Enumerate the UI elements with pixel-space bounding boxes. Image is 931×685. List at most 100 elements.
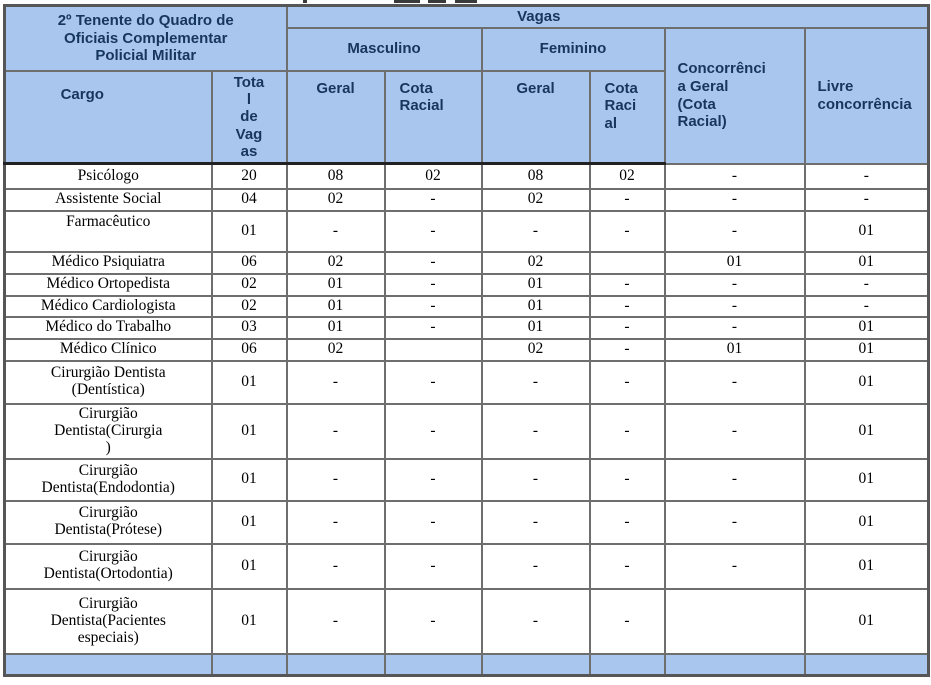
vacancies-table-container: 2º Tenente do Quadro de Oficiais Complem… <box>3 4 931 678</box>
masc-cota-racial-cell: - <box>383 402 483 460</box>
concorrencia-geral-cota-racial-cell: - <box>663 187 806 212</box>
table-row: Farmacêutico 01- - - - -01 <box>3 209 930 253</box>
concorrencia-geral-cota-racial-cell: - <box>663 209 806 253</box>
fem-cota-racial-cell: - <box>588 315 666 340</box>
livre-concorrencia-cell: 01 <box>803 542 930 590</box>
concorrencia-geral-cota-racial-cell: 01 <box>663 250 806 275</box>
table-row: Cirurgião Dentista(Pacientes especiais) 0… <box>3 587 930 655</box>
table-row: Psicólogo 20 08 02 08 02- - <box>3 162 930 190</box>
cargo-cell: Médico Clínico <box>3 337 213 362</box>
concorrencia-geral-cota-racial-cell: - <box>663 162 806 190</box>
livre-concorrencia-cell: 01 <box>803 209 930 253</box>
masc-cota-racial-cell: - <box>383 457 483 502</box>
fem-cota-racial-cell: - <box>588 587 666 655</box>
cargo-cell: Cirurgião Dentista(Prótese) <box>3 499 213 545</box>
cargo-cell: Cirurgião Dentista(Endodontia) <box>3 457 213 502</box>
footer-cell <box>210 652 288 677</box>
footer-cell <box>588 652 666 677</box>
livre-concorrencia-cell: 01 <box>803 499 930 545</box>
masc-geral-cell: 01 <box>285 294 386 318</box>
cargo-cell: Médico Cardiologista <box>3 294 213 318</box>
cargo-cell: Médico do Trabalho <box>3 315 213 340</box>
total-de-vagas-cell: 03 <box>210 315 288 340</box>
concorrencia-geral-header-cell: Concorrênci a Geral (Cota Racial) <box>663 26 806 165</box>
livre-concorrencia-cell: 01 <box>803 337 930 362</box>
fem-cota-racial-cell: - <box>588 457 666 502</box>
concorrencia-geral-cota-racial-cell: - <box>663 499 806 545</box>
total-de-vagas-cell: 02 <box>210 272 288 297</box>
concorrencia-geral-cota-racial-cell: - <box>663 457 806 502</box>
masc-geral-cell: - <box>285 542 386 590</box>
masc-cota-racial-cell: - <box>383 542 483 590</box>
fem-geral-cell: - <box>480 359 591 405</box>
cargo-cell: Farmacêutico <box>3 209 213 253</box>
footer-cell <box>383 652 483 677</box>
cargo-cell: Assistente Social <box>3 187 213 212</box>
cargo-cell: Médico Psiquiatra <box>3 250 213 275</box>
livre-concorrencia-cell: 01 <box>803 587 930 655</box>
fem-geral-cell: - <box>480 457 591 502</box>
masc-geral-header-cell: Geral <box>285 69 386 166</box>
fem-geral-cell: 02 <box>480 337 591 362</box>
concorrencia-geral-cota-racial-cell: - <box>663 542 806 590</box>
livre-concorrencia-cell: - <box>803 272 930 297</box>
masc-cota-racial-header-cell: Cota Racial <box>383 69 483 166</box>
vacancies-table: 2º Tenente do Quadro de Oficiais Complem… <box>3 4 931 678</box>
table-row: Assistente Social 04 02-02- - - <box>3 187 930 212</box>
fem-cota-racial-cell: - <box>588 187 666 212</box>
cargo-header-cell: Cargo <box>3 69 213 166</box>
masc-cota-racial-cell: - <box>383 294 483 318</box>
fem-geral-cell: 01 <box>480 315 591 340</box>
fem-cota-racial-cell: - <box>588 272 666 297</box>
masc-geral-cell: 02 <box>285 337 386 362</box>
table-row: Médico Cardiologista 02 01-01- - - <box>3 294 930 318</box>
fem-cota-racial-cell: 02 <box>588 162 666 190</box>
table-body: Psicólogo 20 08 02 08 02- - Assistente Social 04… <box>3 162 930 655</box>
total-de-vagas-cell: 06 <box>210 250 288 275</box>
concorrencia-geral-cota-racial-cell: - <box>663 402 806 460</box>
fem-geral-cell: - <box>480 402 591 460</box>
masc-geral-cell: - <box>285 209 386 253</box>
table-row: Cirurgião Dentista (Dentística) 01- - - - -01 <box>3 359 930 405</box>
table-row: Médico Ortopedista 02 01-01- - - <box>3 272 930 297</box>
concorrencia-geral-cota-racial-cell: - <box>663 294 806 318</box>
fem-cota-racial-cell <box>588 250 666 275</box>
total-de-vagas-cell: 01 <box>210 209 288 253</box>
table-row: Médico do Trabalho 03 01-01- -01 <box>3 315 930 340</box>
masc-cota-racial-cell: - <box>383 315 483 340</box>
masculino-header-cell: Masculino <box>285 26 483 72</box>
footer-cell <box>3 652 213 677</box>
masc-cota-racial-cell <box>383 337 483 362</box>
fem-cota-racial-cell: - <box>588 294 666 318</box>
livre-concorrencia-header-cell: Livre concorrência <box>803 26 930 165</box>
masc-geral-cell: 01 <box>285 315 386 340</box>
cargo-cell: Cirurgião Dentista(Cirurgia ) <box>3 402 213 460</box>
total-de-vagas-header-cell: Tota l de Vag as <box>210 69 288 166</box>
table-row: Médico Clínico 06 02 02-01 01 <box>3 337 930 362</box>
masc-geral-cell: 08 <box>285 162 386 190</box>
livre-concorrencia-cell: - <box>803 187 930 212</box>
table-row: Cirurgião Dentista(Cirurgia ) 01- - - - -01 <box>3 402 930 460</box>
masc-cota-racial-cell: - <box>383 250 483 275</box>
footer-cell <box>480 652 591 677</box>
footer-cell <box>803 652 930 677</box>
concorrencia-geral-cota-racial-cell: 01 <box>663 337 806 362</box>
total-de-vagas-cell: 01 <box>210 457 288 502</box>
total-de-vagas-cell: 01 <box>210 542 288 590</box>
concorrencia-geral-cota-racial-cell: - <box>663 359 806 405</box>
masc-cota-racial-cell: - <box>383 209 483 253</box>
total-de-vagas-cell: 01 <box>210 359 288 405</box>
table-row: Médico Psiquiatra 06 02-02 01 01 <box>3 250 930 275</box>
masc-geral-cell: - <box>285 457 386 502</box>
fem-geral-cell: - <box>480 209 591 253</box>
cropped-text-artifact <box>394 0 420 3</box>
cargo-cell: Cirurgião Dentista (Dentística) <box>3 359 213 405</box>
total-de-vagas-cell: 01 <box>210 402 288 460</box>
total-de-vagas-cell: 04 <box>210 187 288 212</box>
fem-cota-racial-header-cell: Cota Raci al <box>588 69 666 166</box>
livre-concorrencia-cell: - <box>803 162 930 190</box>
fem-geral-cell: 01 <box>480 294 591 318</box>
livre-concorrencia-cell: 01 <box>803 315 930 340</box>
table-footer <box>3 652 930 677</box>
masc-cota-racial-cell: - <box>383 272 483 297</box>
